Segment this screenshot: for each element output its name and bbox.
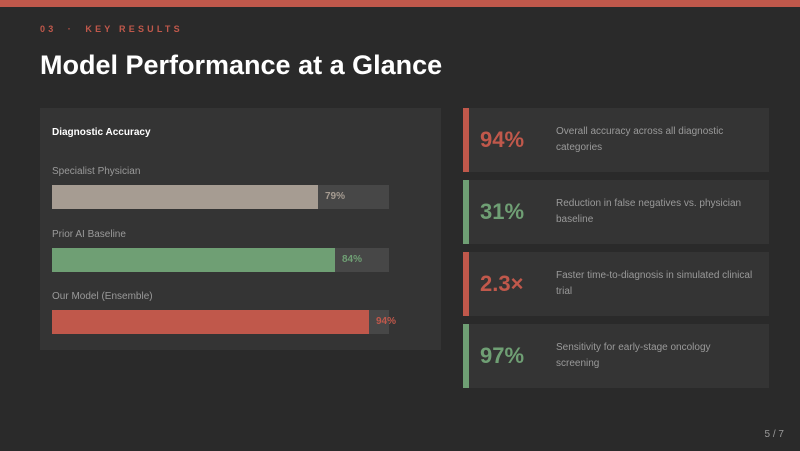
stat-card-false-negatives: 31% Reduction in false negatives vs. phy… — [463, 180, 769, 244]
bar-value-label: 84% — [342, 254, 363, 265]
bar-fill — [52, 185, 318, 209]
page-number: 5 / 7 — [764, 429, 784, 440]
stat-value: 97% — [480, 343, 525, 368]
chart-title: Diagnostic Accuracy — [52, 127, 151, 138]
bar-track: 79% — [52, 185, 389, 209]
diagnostic-accuracy-panel: Diagnostic Accuracy Specialist Physician… — [40, 108, 441, 350]
slide-title: Model Performance at a Glance — [40, 50, 443, 80]
stat-accent-bar — [463, 252, 469, 316]
stat-accent-bar — [463, 180, 469, 244]
top-accent-bar — [0, 0, 800, 7]
bar-group-prior-ai-baseline: Prior AI Baseline 84% — [52, 228, 389, 272]
bar-label: Our Model (Ensemble) — [52, 291, 153, 302]
bar-group-specialist-physician: Specialist Physician 79% — [52, 165, 389, 209]
section-eyebrow: 03 · KEY RESULTS — [40, 24, 183, 34]
stat-card-oncology-sensitivity: 97% Sensitivity for early-stage oncology… — [463, 324, 769, 388]
bar-value-label: 79% — [325, 191, 346, 202]
stat-value: 94% — [480, 127, 525, 152]
bar-label: Specialist Physician — [52, 166, 141, 177]
stat-description: Sensitivity for early-stage oncology scr… — [556, 342, 711, 369]
stat-accent-bar — [463, 324, 469, 388]
stat-card-time-to-diagnosis: 2.3× Faster time-to-diagnosis in simulat… — [463, 252, 769, 316]
stat-card-overall-accuracy: 94% Overall accuracy across all diagnost… — [463, 108, 769, 172]
stat-value: 2.3× — [480, 271, 524, 296]
stat-value: 31% — [480, 199, 525, 224]
stat-description: Faster time-to-diagnosis in simulated cl… — [556, 270, 753, 297]
stat-accent-bar — [463, 108, 469, 172]
stat-description: Reduction in false negatives vs. physici… — [556, 198, 742, 225]
bar-track: 84% — [52, 248, 389, 272]
bar-track: 94% — [52, 310, 396, 334]
stat-description: Overall accuracy across all diagnostic c… — [556, 126, 724, 153]
bar-label: Prior AI Baseline — [52, 229, 126, 240]
bar-fill — [52, 310, 369, 334]
bar-value-label: 94% — [376, 316, 397, 327]
bar-group-our-model: Our Model (Ensemble) 94% — [52, 290, 396, 334]
bar-fill — [52, 248, 335, 272]
